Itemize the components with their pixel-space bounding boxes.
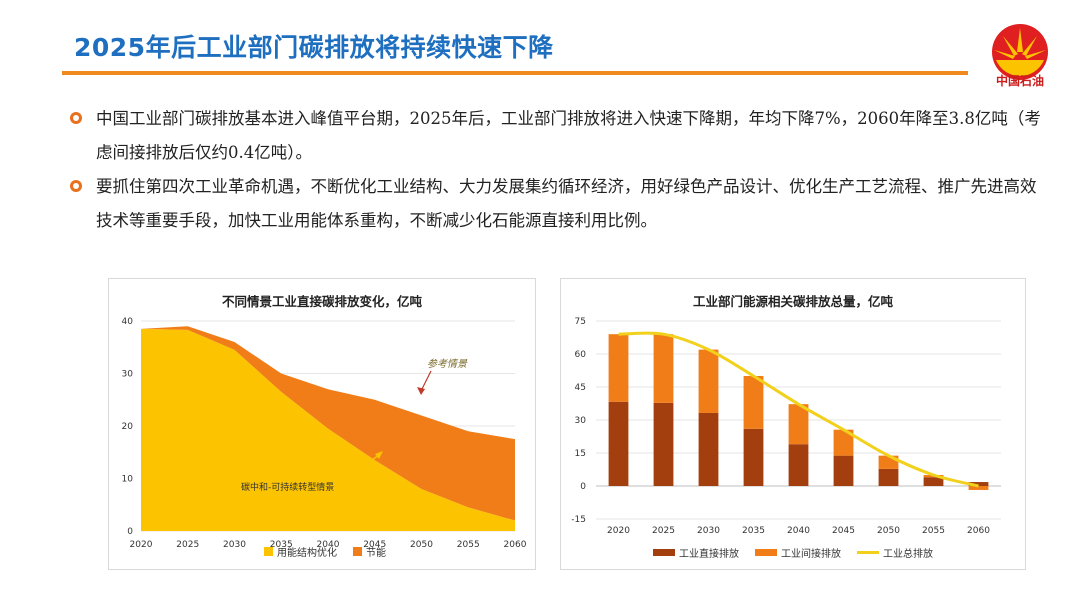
legend-swatch [353, 547, 362, 556]
legend-item: 节能 [353, 544, 386, 559]
x-tick-label: 2050 [410, 540, 433, 550]
area-series-structure [141, 328, 515, 531]
y-tick-label: 45 [575, 383, 586, 393]
logo-text: 中国石油 [995, 74, 1044, 88]
legend-swatch [857, 551, 879, 554]
bar-direct [743, 428, 764, 486]
legend-label: 工业间接排放 [781, 549, 841, 560]
chart-title: 不同情景工业直接碳排放变化，亿吨 [221, 294, 422, 309]
bullet-list: 中国工业部门碳排放基本进入峰值平台期，2025年后，工业部门排放将进入快速下降期… [66, 102, 1046, 238]
x-tick-label: 2040 [317, 540, 340, 550]
x-tick-label: 2050 [877, 526, 900, 536]
x-tick-label: 2045 [363, 540, 386, 550]
bullet-item: 要抓住第四次工业革命机遇，不断优化工业结构、大力发展集约循环经济，用好绿色产品设… [66, 170, 1046, 238]
y-tick-label: 75 [575, 317, 586, 327]
bullet-item: 中国工业部门碳排放基本进入峰值平台期，2025年后，工业部门排放将进入快速下降期… [66, 102, 1046, 170]
bar-indirect [743, 376, 764, 429]
legend-label: 工业直接排放 [679, 549, 739, 560]
annotation-carbon-neutral: 碳中和-可持续转型情景 [241, 481, 334, 493]
x-tick-label: 2025 [652, 526, 675, 536]
x-tick-label: 2035 [270, 540, 293, 550]
bar-direct [788, 444, 809, 486]
bar-indirect [608, 334, 629, 402]
annotation-arrowhead [417, 387, 425, 395]
bullet-text: 中国工业部门碳排放基本进入峰值平台期，2025年后，工业部门排放将进入快速下降期… [96, 109, 1041, 162]
y-tick-label: 40 [122, 317, 134, 327]
y-tick-label: 10 [122, 475, 134, 485]
legend-swatch [264, 547, 273, 556]
bar-direct [878, 468, 899, 486]
bullet-text: 要抓住第四次工业革命机遇，不断优化工业结构、大力发展集约循环经济，用好绿色产品设… [96, 177, 1037, 230]
chart2-svg: -15 0 15 30 45 60 75 2020 2025 2030 2035 2040 2045 20… [571, 317, 1001, 536]
legend-swatch [653, 549, 675, 556]
bar-indirect [653, 334, 674, 403]
bar-indirect [788, 404, 809, 445]
annotation-arrowhead [375, 451, 383, 459]
chart1-legend: 用能结构优化 节能 [264, 544, 386, 559]
annotation-arrow [344, 454, 380, 480]
bar-direct [968, 482, 989, 486]
y-tick-label: 30 [122, 370, 134, 380]
x-tick-label: 2030 [223, 540, 246, 550]
bullet-icon [70, 180, 82, 192]
x-tick-label: 2045 [832, 526, 855, 536]
legend-item: 工业间接排放 [755, 545, 841, 560]
x-tick-label: 2055 [922, 526, 945, 536]
legend-label: 用能结构优化 [277, 548, 337, 559]
chart2-legend: 工业直接排放 工业间接排放 工业总排放 [653, 545, 933, 560]
y-tick-label: 0 [580, 482, 586, 492]
bullet-icon [70, 112, 82, 124]
petrochina-logo-icon [992, 24, 1048, 80]
y-tick-label: 20 [122, 422, 134, 432]
y-tick-label: 0 [127, 527, 133, 537]
x-tick-label: 2035 [742, 526, 765, 536]
bar-direct [653, 402, 674, 486]
line-total-emissions [618, 331, 979, 488]
y-tick-label: 30 [575, 416, 587, 426]
x-tick-label: 2060 [967, 526, 990, 536]
bar-direct [608, 401, 629, 486]
x-tick-label: 2025 [176, 540, 199, 550]
legend-swatch [755, 549, 777, 556]
area-series-energy-saving [141, 326, 515, 521]
legend-label: 节能 [366, 548, 386, 559]
bar-indirect [698, 349, 719, 413]
title-underline [62, 71, 968, 75]
annotation-arrow [420, 370, 432, 392]
x-tick-label: 2055 [457, 540, 480, 550]
x-tick-label: 2020 [130, 540, 153, 550]
legend-item: 工业直接排放 [653, 545, 739, 560]
x-tick-label: 2040 [787, 526, 810, 536]
annotation-reference: 参考情景 [427, 358, 468, 370]
y-tick-label: 60 [575, 350, 587, 360]
chart-title: 工业部门能源相关碳排放总量，亿吨 [692, 294, 893, 309]
bar-indirect [968, 486, 989, 490]
bar-direct [833, 455, 854, 486]
y-tick-label: 15 [575, 449, 586, 459]
legend-item: 用能结构优化 [264, 544, 337, 559]
bar-direct [923, 477, 944, 486]
chart-total-emissions: 工业部门能源相关碳排放总量，亿吨 -15 0 15 30 45 60 75 2020 2025 2… [560, 278, 1026, 570]
bar-direct [698, 412, 719, 486]
x-tick-label: 2030 [697, 526, 720, 536]
page-title: 2025年后工业部门碳排放将持续快速下降 [74, 33, 554, 62]
bar-indirect [833, 429, 854, 456]
legend-label: 工业总排放 [883, 549, 933, 560]
x-tick-label: 2060 [504, 540, 527, 550]
x-tick-label: 2020 [607, 526, 630, 536]
y-tick-label: -15 [571, 515, 586, 525]
chart-direct-emissions: 不同情景工业直接碳排放变化，亿吨 0 10 20 30 40 2020 2025 2030 20… [108, 278, 536, 570]
legend-item: 工业总排放 [857, 545, 933, 560]
